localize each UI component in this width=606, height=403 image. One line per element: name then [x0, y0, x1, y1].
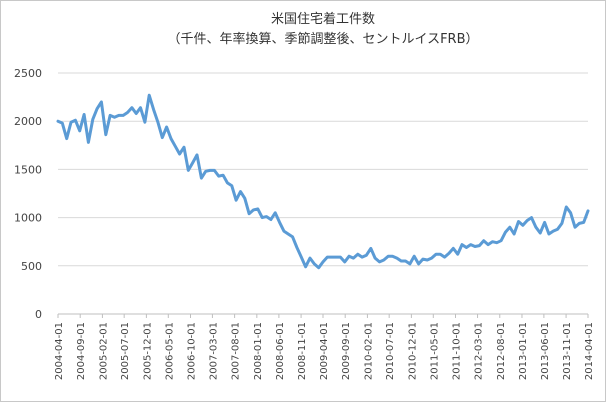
x-axis: 2004-04-01 2004-09-01 2005-02-01 2005-07-01… — [54, 313, 595, 380]
x-tick-label: 2005-02-01 — [98, 322, 109, 380]
x-tick-label: 2012-08-01 — [496, 322, 507, 380]
x-tick-label: 2010-07-01 — [385, 322, 396, 380]
x-tick-label: 2005-07-01 — [120, 322, 131, 380]
x-tick-label: 2007-08-01 — [231, 322, 242, 380]
gridlines — [58, 72, 588, 315]
x-tick-label: 2013-06-01 — [540, 322, 551, 380]
x-tick-label: 2004-04-01 — [54, 322, 65, 380]
x-tick-label: 2013-11-01 — [562, 322, 573, 380]
x-tick-label: 2006-05-01 — [164, 322, 175, 380]
y-axis: 0 500 1000 1500 2000 2500 — [14, 67, 42, 321]
x-tick-label: 2010-12-01 — [407, 322, 418, 380]
series-layer — [56, 93, 590, 270]
x-tick-label: 2010-02-01 — [363, 322, 374, 380]
y-tick-label: 500 — [21, 260, 42, 273]
x-tick-label: 2009-09-01 — [341, 322, 352, 380]
x-tick-label: 2008-11-01 — [297, 322, 308, 380]
chart-subtitle: （千件、年率換算、季節調整後、セントルイスFRB） — [167, 31, 478, 47]
x-tick-label: 2008-01-01 — [253, 322, 264, 380]
y-tick-label: 2500 — [14, 67, 42, 80]
x-tick-label: 2007-03-01 — [208, 322, 219, 380]
x-tick-label: 2013-01-01 — [518, 322, 529, 380]
series-line-0 — [56, 93, 590, 270]
chart-title: 米国住宅着工件数 — [271, 11, 375, 27]
x-tick-label: 2014-04-01 — [584, 322, 595, 380]
x-tick-label: 2011-10-01 — [452, 322, 463, 380]
y-tick-label: 2000 — [14, 115, 42, 128]
x-tick-label: 2004-09-01 — [76, 322, 87, 380]
y-tick-label: 1500 — [14, 163, 42, 176]
x-tick-label: 2008-06-01 — [275, 322, 286, 380]
x-tick-label: 2005-12-01 — [142, 322, 153, 380]
x-tick-label: 2009-04-01 — [319, 322, 330, 380]
x-tick-label: 2011-05-01 — [429, 322, 440, 380]
y-tick-label: 0 — [35, 308, 42, 321]
y-tick-label: 1000 — [14, 212, 42, 225]
x-tick-label: 2006-10-01 — [187, 322, 198, 380]
x-tick-label: 2012-03-01 — [474, 322, 485, 380]
